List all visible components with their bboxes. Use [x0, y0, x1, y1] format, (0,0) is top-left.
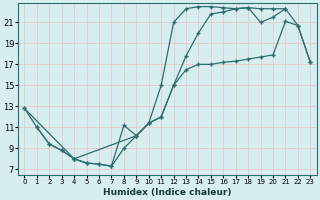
X-axis label: Humidex (Indice chaleur): Humidex (Indice chaleur)	[103, 188, 232, 197]
